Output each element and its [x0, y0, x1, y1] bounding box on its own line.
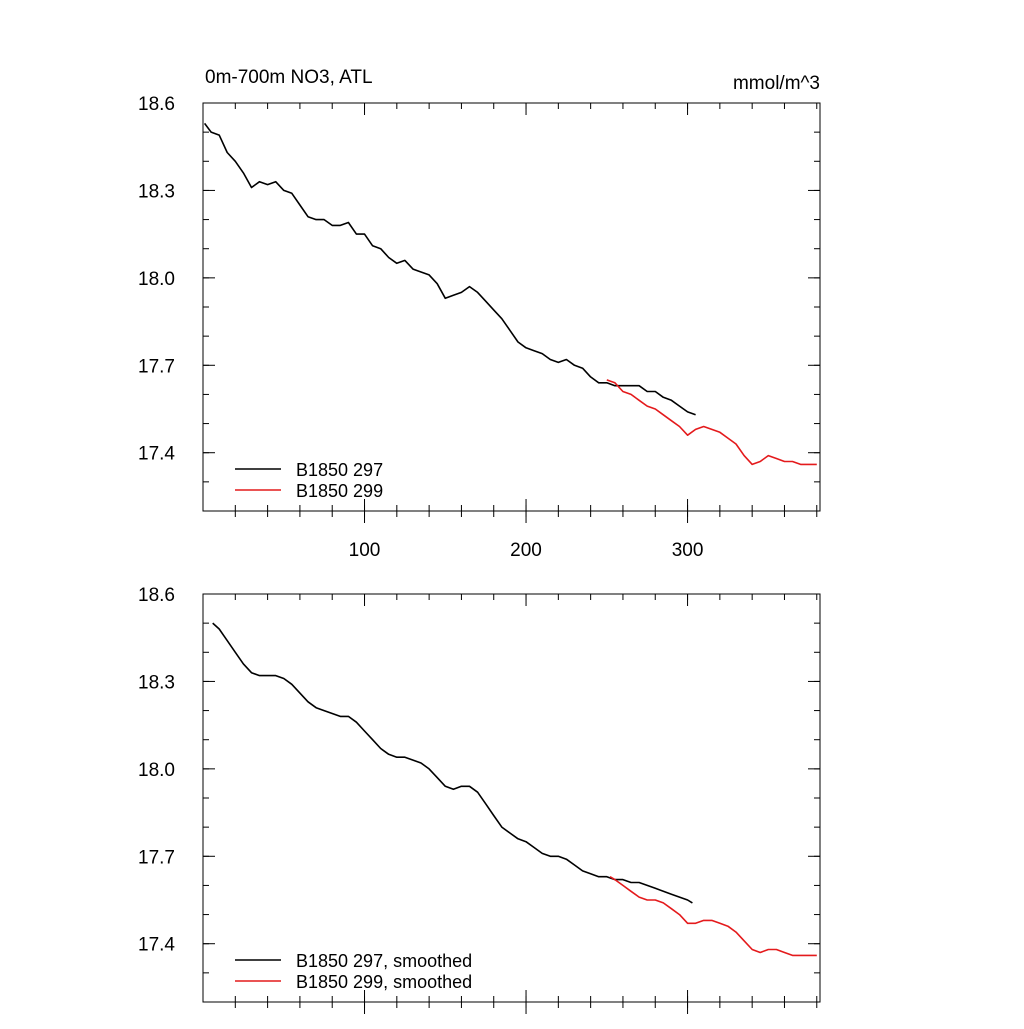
y-tick-label: 18.6 — [138, 94, 175, 115]
plot-frame — [202, 102, 821, 512]
top-panel: 17.4 17.7 18.0 18.3 18.6 100 200 300 0m-700m NO3… — [138, 67, 821, 561]
y-tick-label: 18.3 — [138, 181, 175, 202]
x-tick-label: 300 — [672, 540, 704, 561]
chart-title: 0m-700m NO3, ATL — [205, 67, 373, 88]
y-tick-label: 17.7 — [138, 356, 175, 377]
y-tick-label: 17.7 — [138, 847, 175, 868]
x-tick-label: 100 — [349, 540, 381, 561]
series-line-1 — [609, 876, 817, 957]
bottom-panel: 17.4 17.7 18.0 18.3 18.6 B1850 297, smoothedB… — [138, 585, 821, 1014]
y-tick-label: 18.6 — [138, 585, 175, 606]
units-label: mmol/m^3 — [733, 73, 820, 94]
series-line-0 — [212, 622, 693, 904]
legend-label: B1850 299 — [296, 481, 383, 501]
x-tick-label: 200 — [510, 540, 542, 561]
series-line-1 — [606, 379, 817, 466]
legend-label: B1850 297 — [296, 460, 383, 480]
legend-label: B1850 299, smoothed — [296, 972, 472, 992]
series-line-0 — [203, 122, 696, 416]
legend-label: B1850 297, smoothed — [296, 951, 472, 971]
y-tick-label: 17.4 — [138, 935, 175, 956]
y-tick-label: 18.3 — [138, 672, 175, 693]
y-tick-label: 17.4 — [138, 444, 175, 465]
plot-frame — [202, 593, 821, 1003]
y-tick-label: 18.0 — [138, 760, 175, 781]
y-tick-label: 18.0 — [138, 269, 175, 290]
